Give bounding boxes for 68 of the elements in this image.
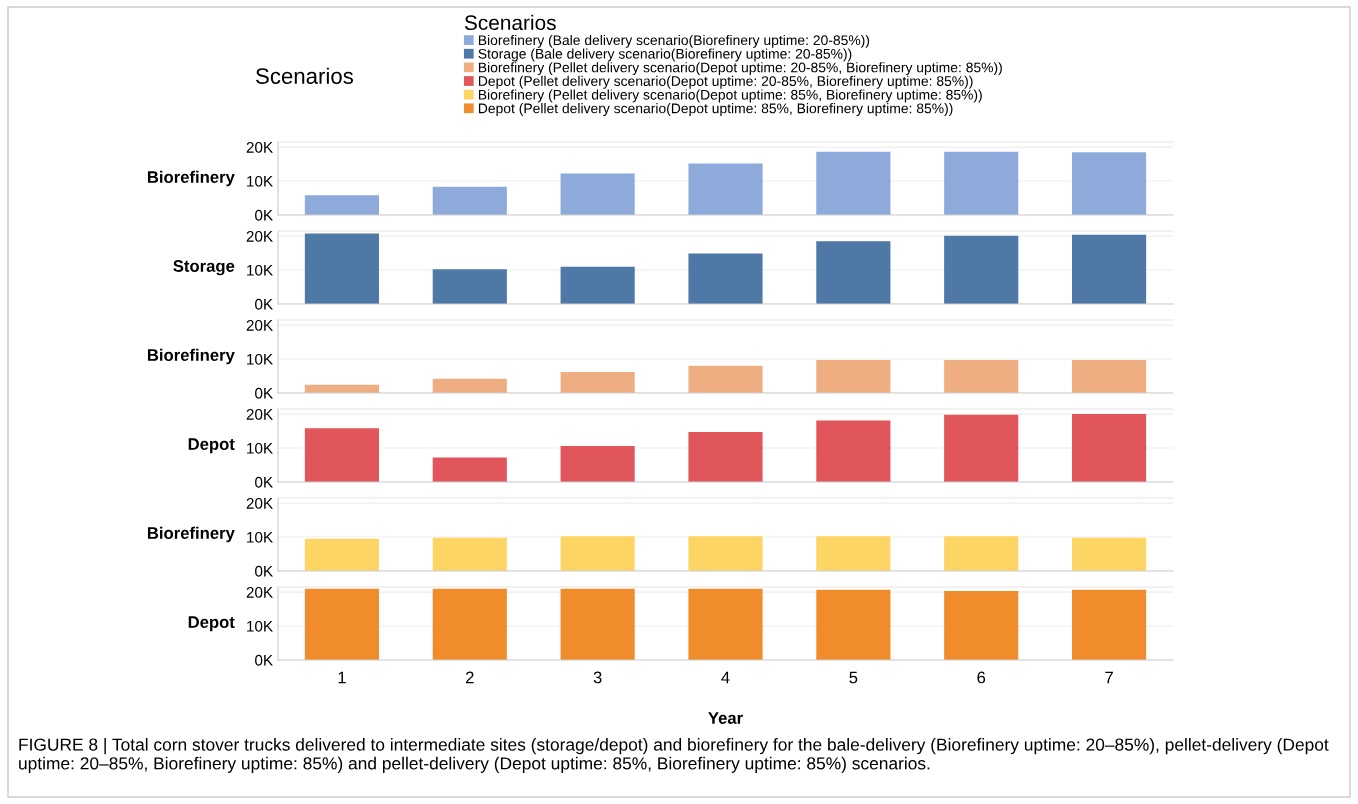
- y-tick-label: 10K: [247, 531, 273, 543]
- y-tick-label: 0K: [255, 654, 273, 666]
- caption: FIGURE 8 | Total corn stover trucks delivered to intermediate sites (storage/depot) and biorefinery for the bale-delivery (Biorefinery uptime: 20–85%), pellet-delivery (Depot uptime: 20–85%, Biorefinery uptime: 85%) and pellet-delivery (Depot uptime: 85%, Biorefinery uptime: 85%) scenarios.: [19, 738, 1329, 773]
- y-axis-title: Depot: [188, 438, 235, 454]
- bar: [560, 266, 635, 304]
- y-tick-label: 20K: [246, 141, 273, 153]
- y-tick-label: 0K: [255, 387, 273, 399]
- y-axis-title: Depot: [188, 616, 235, 632]
- y-tick-label: 10K: [247, 442, 273, 454]
- bar: [688, 163, 763, 215]
- y-tick-label: 10K: [247, 620, 273, 632]
- bar: [816, 241, 891, 304]
- bar: [1071, 360, 1147, 393]
- legend-label: Biorefinery (Pellet delivery scenario(Depot uptime: 20-85%, Biorefinery uptime: 85%)): [478, 62, 1002, 76]
- legend-label: Depot (Pellet delivery scenario(Depot uptime: 85%, Biorefinery uptime: 85%)): [478, 103, 953, 117]
- bar: [432, 378, 507, 393]
- legend-label: Depot (Pellet delivery scenario(Depot uptime: 20-85%, Biorefinery uptime: 85%)): [478, 75, 973, 89]
- y-axis-title: Biorefinery: [147, 348, 235, 365]
- y-tick-label: 20K: [246, 586, 273, 598]
- bar: [816, 420, 891, 482]
- legend-label: Storage (Bale delivery scenario(Biorefinery uptime: 20-85%)): [478, 48, 852, 62]
- bar: [944, 360, 1019, 393]
- y-tick-label: 0K: [255, 298, 273, 310]
- y-tick-label: 0K: [255, 565, 273, 577]
- bar: [816, 360, 891, 393]
- y-axis-title: Storage: [173, 260, 235, 276]
- x-tick-label: 2: [465, 671, 474, 684]
- y-tick-label: 20K: [246, 408, 273, 420]
- x-tick-label: 3: [593, 671, 602, 684]
- bar: [816, 151, 891, 215]
- y-tick-label: 20K: [246, 319, 273, 331]
- bar: [304, 428, 380, 482]
- x-tick-label: 4: [721, 671, 730, 684]
- x-tick-label: 5: [849, 671, 858, 684]
- x-tick-label: 6: [977, 671, 986, 684]
- y-tick-label: 10K: [247, 353, 273, 365]
- bar: [304, 233, 380, 304]
- x-tick-label: 1: [338, 671, 346, 684]
- y-tick-label: 0K: [255, 476, 273, 488]
- x-tick-label: 7: [1105, 671, 1113, 684]
- x-axis-title: Year: [708, 712, 743, 724]
- y-tick-label: 10K: [247, 175, 273, 187]
- y-axis-title: Biorefinery: [147, 526, 235, 543]
- bar: [432, 269, 507, 304]
- y-tick-label: 20K: [246, 497, 273, 509]
- y-tick-label: 20K: [246, 230, 273, 242]
- bar: [304, 195, 380, 215]
- y-axis-title: Biorefinery: [147, 170, 235, 187]
- bar: [944, 414, 1019, 482]
- y-tick-label: 10K: [247, 264, 273, 276]
- bar: [560, 371, 635, 393]
- bar: [688, 365, 763, 393]
- bar: [560, 173, 635, 215]
- bar: [432, 186, 507, 215]
- bar: [432, 457, 507, 482]
- bar: [688, 253, 763, 304]
- bar: [944, 235, 1019, 304]
- chart-title: Scenarios: [256, 67, 354, 84]
- bar: [944, 151, 1019, 215]
- legend-label: Biorefinery (Bale delivery scenario(Biorefinery uptime: 20-85%)): [478, 34, 870, 48]
- legend-label: Biorefinery (Pellet delivery scenario(Depot uptime: 85%, Biorefinery uptime: 85%)): [478, 89, 982, 103]
- bar: [688, 432, 763, 482]
- bar: [1071, 152, 1147, 215]
- bar: [560, 446, 635, 482]
- bar: [1071, 234, 1147, 304]
- legend-title: Scenarios: [464, 14, 556, 31]
- y-tick-label: 0K: [255, 209, 273, 221]
- bar: [1071, 414, 1147, 482]
